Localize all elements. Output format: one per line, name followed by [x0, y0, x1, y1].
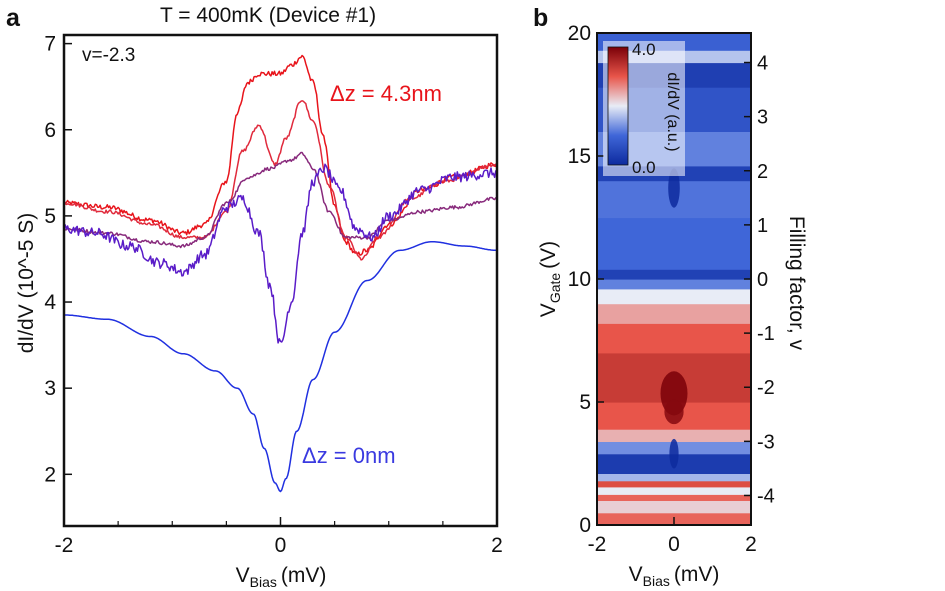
panel-a-series-group: [64, 54, 497, 493]
heatmap-band: [597, 480, 751, 488]
colorbar-label: dI/dV (a.u.): [664, 72, 681, 151]
panel-b-x-tick-label: 0: [668, 533, 680, 556]
panel-a-series-5: [64, 240, 497, 493]
heatmap-band: [597, 429, 751, 442]
heatmap-band: [597, 279, 751, 290]
panel-b-y-tick-label: 20: [568, 22, 591, 45]
panel-b-ylabel-main: V: [537, 303, 560, 317]
panel-a-y-tick-label: 2: [44, 463, 56, 486]
filling-factor-tick-label: 3: [757, 107, 768, 129]
panel-a-ticks: 2 3 4 5 6 7 -2 0 2: [44, 33, 503, 557]
heatmap-band: [597, 486, 751, 495]
filling-factor-tick-label: 2: [757, 161, 768, 183]
panel-b-y-tick-label: 5: [579, 391, 591, 414]
panel-b-ylabel-unit: (V): [537, 241, 560, 269]
heatmap-feature: [668, 168, 680, 208]
panel-a-series-3: [64, 151, 497, 249]
heatmap-band: [597, 494, 751, 501]
colorbar: 4.0 0.0 dI/dV (a.u.): [603, 40, 685, 177]
filling-factor-tick-label: -1: [757, 323, 775, 345]
panel-a-xlabel-unit: (mV): [281, 564, 327, 587]
panel-b-x-tick-label: -2: [588, 533, 607, 556]
heatmap-band: [597, 500, 751, 514]
panel-a-y-tick-label: 3: [44, 377, 56, 400]
annotation-top: Δz = 4.3nm: [330, 81, 442, 106]
filling-factor-tick-label: -3: [757, 431, 775, 453]
panel-a-letter: a: [6, 4, 21, 32]
panel-b-x-tick-label: 2: [745, 533, 757, 556]
panel-a-y-tick-label: 5: [44, 205, 56, 228]
panel-b-x-axis-label: VBias (mV): [629, 563, 720, 589]
heatmap-band: [597, 323, 751, 354]
filling-factor-tick-label: -4: [757, 485, 775, 507]
filling-factor-tick-label: 1: [757, 215, 768, 237]
heatmap-band: [597, 269, 751, 280]
panel-a-frame: [62, 33, 499, 528]
filling-factor-tick-label: 4: [757, 53, 768, 75]
panel-b-letter: b: [533, 4, 548, 32]
panel-b-ylabel-sub: Gate: [547, 273, 563, 304]
panel-b-y-tick-label: 15: [568, 145, 591, 168]
panel-b-xlabel-sub: Bias: [643, 573, 670, 589]
panel-a-x-tick-label: 2: [491, 534, 503, 557]
panel-a-series-4: [64, 163, 497, 344]
panel-b-y-axis-label: VGate (V): [537, 241, 563, 317]
panel-a-y-tick-label: 4: [44, 291, 56, 314]
heatmap-band: [597, 473, 751, 482]
panel-a-x-tick-label: -2: [55, 534, 74, 557]
panel-a-y-tick-label: 6: [44, 119, 56, 142]
panel-a-title: T = 400mK (Device #1): [160, 4, 376, 27]
heatmap-band: [597, 303, 751, 324]
panel-b-xlabel-main: V: [629, 563, 643, 586]
colorbar-gradient: [607, 46, 629, 166]
panel-a-y-axis-label: dI/dV (10^-5 S): [15, 213, 38, 354]
panel-a-x-tick-label: 0: [275, 534, 287, 557]
panel-b-y-tick-label: 10: [568, 268, 591, 291]
filling-factor-tick-label: 0: [757, 269, 768, 291]
filling-factor-tick-label: -2: [757, 377, 775, 399]
colorbar-min-label: 0.0: [632, 158, 656, 177]
panel-b-right-axis-label: Filling factor, v: [785, 216, 808, 351]
heatmap-band: [597, 288, 751, 305]
panel-a-x-axis-label: VBias (mV): [236, 564, 327, 590]
panel-a-series-2: [64, 100, 497, 261]
panel-b-xlabel-unit: (mV): [674, 563, 720, 586]
panel-b-y-tick-label: 0: [579, 514, 591, 537]
heatmap-band: [597, 217, 751, 270]
heatmap-feature: [664, 399, 684, 425]
annotation-bottom: Δz = 0nm: [302, 443, 396, 468]
panel-a-xlabel-main: V: [236, 564, 250, 587]
panel-a-xlabel-sub: Bias: [250, 574, 277, 590]
colorbar-max-label: 4.0: [632, 40, 656, 59]
panel-a: a T = 400mK (Device #1) 2 3 4 5 6 7 -2 0 2 v=-2.…: [6, 4, 503, 590]
panel-a-y-tick-label: 7: [44, 33, 56, 56]
panel-a-inset-label: v=-2.3: [82, 45, 135, 66]
heatmap-feature: [669, 438, 679, 469]
